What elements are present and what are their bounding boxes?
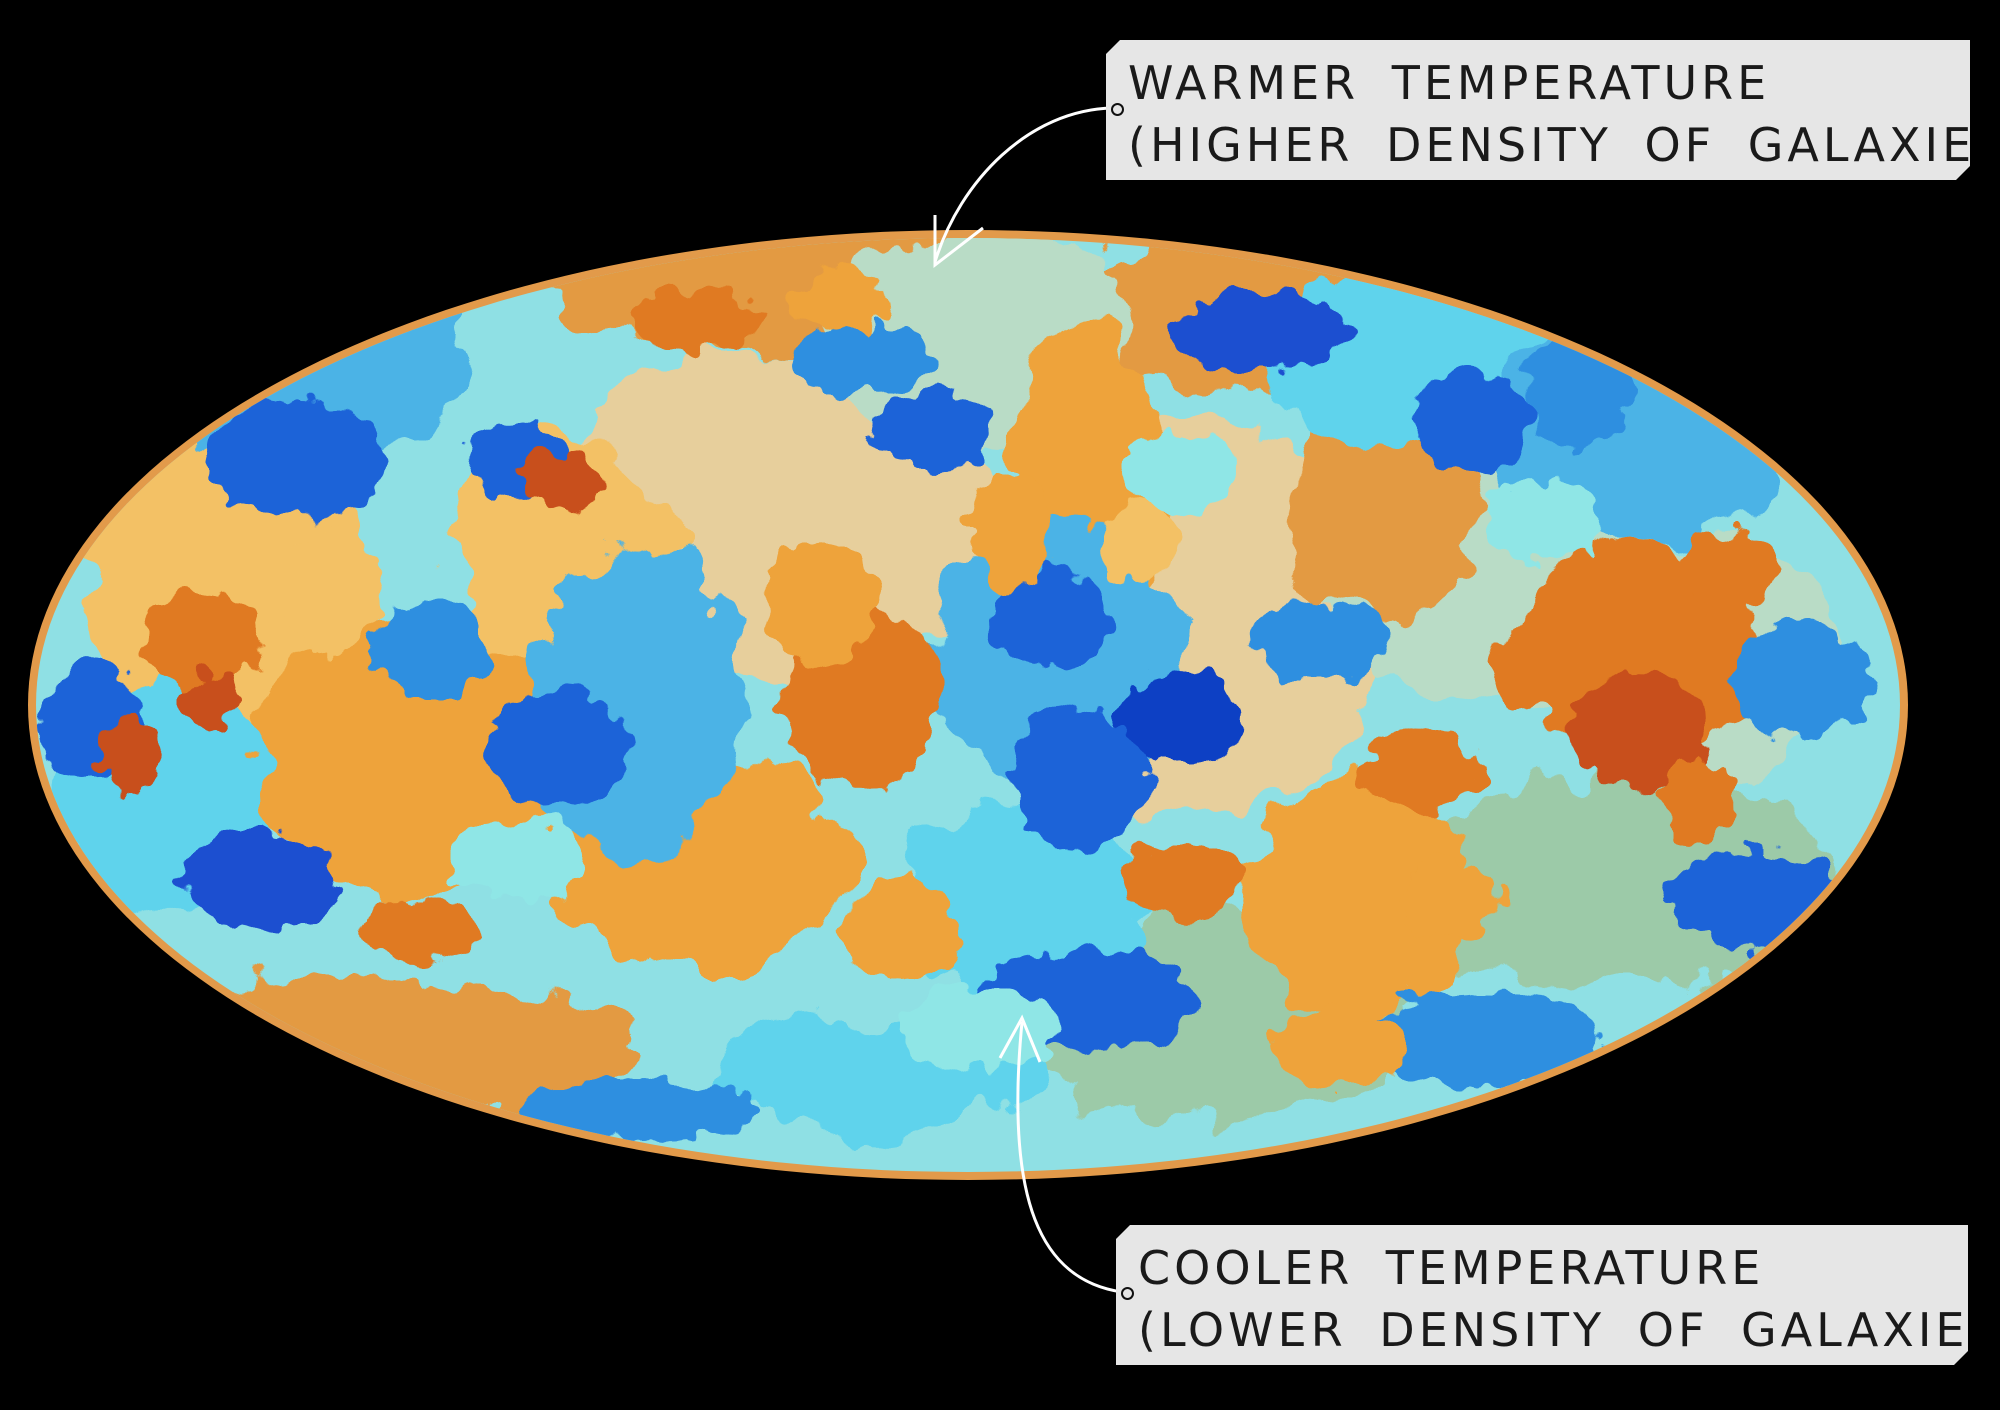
- cooler-callout-line-1: COOLER TEMPERATURE: [1138, 1241, 1765, 1295]
- warmer-callout-line-2: (HIGHER DENSITY OF GALAXIES): [1128, 118, 2000, 172]
- warmer-temperature-callout: WARMER TEMPERATURE (HIGHER DENSITY OF GA…: [1106, 40, 1970, 180]
- small-regions: [40, 270, 1900, 1140]
- warmer-arrowhead: [933, 215, 984, 269]
- cooler-arrowhead: [998, 1014, 1042, 1063]
- warmer-callout-anchor: [1111, 103, 1124, 116]
- cooler-callout-line-2: (LOWER DENSITY OF GALAXIES): [1138, 1303, 2000, 1357]
- cooler-callout-anchor: [1121, 1287, 1134, 1300]
- warmer-callout-line-1: WARMER TEMPERATURE: [1128, 56, 1771, 110]
- cooler-arrow: [1016, 1021, 1123, 1294]
- warmer-arrow: [933, 106, 1113, 263]
- cooler-temperature-callout: COOLER TEMPERATURE (LOWER DENSITY OF GAL…: [1116, 1225, 1968, 1365]
